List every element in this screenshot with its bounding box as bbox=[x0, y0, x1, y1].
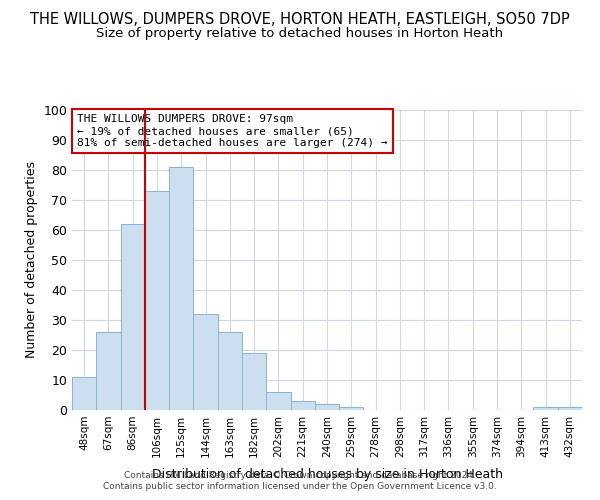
X-axis label: Distribution of detached houses by size in Horton Heath: Distribution of detached houses by size … bbox=[151, 468, 503, 481]
Text: Size of property relative to detached houses in Horton Heath: Size of property relative to detached ho… bbox=[97, 28, 503, 40]
Bar bbox=[169, 167, 193, 410]
Bar bbox=[145, 191, 169, 410]
Bar bbox=[290, 401, 315, 410]
Bar bbox=[266, 392, 290, 410]
Bar bbox=[121, 224, 145, 410]
Bar bbox=[72, 377, 96, 410]
Text: Contains public sector information licensed under the Open Government Licence v3: Contains public sector information licen… bbox=[103, 482, 497, 491]
Bar bbox=[218, 332, 242, 410]
Bar bbox=[96, 332, 121, 410]
Bar bbox=[339, 407, 364, 410]
Bar bbox=[533, 407, 558, 410]
Bar bbox=[558, 407, 582, 410]
Bar bbox=[315, 404, 339, 410]
Text: Contains HM Land Registry data © Crown copyright and database right 2024.: Contains HM Land Registry data © Crown c… bbox=[124, 471, 476, 480]
Bar bbox=[193, 314, 218, 410]
Bar bbox=[242, 353, 266, 410]
Y-axis label: Number of detached properties: Number of detached properties bbox=[25, 162, 38, 358]
Text: THE WILLOWS DUMPERS DROVE: 97sqm
← 19% of detached houses are smaller (65)
81% o: THE WILLOWS DUMPERS DROVE: 97sqm ← 19% o… bbox=[77, 114, 388, 148]
Text: THE WILLOWS, DUMPERS DROVE, HORTON HEATH, EASTLEIGH, SO50 7DP: THE WILLOWS, DUMPERS DROVE, HORTON HEATH… bbox=[30, 12, 570, 28]
